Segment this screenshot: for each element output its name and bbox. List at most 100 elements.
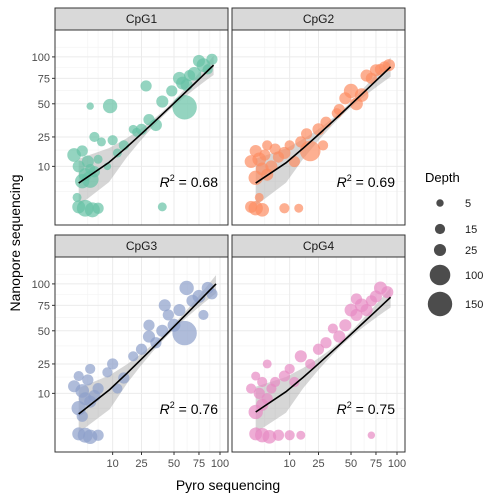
data-point <box>333 330 346 343</box>
panel-cpg1: CpG1 R2 = 0.68 <box>54 7 229 226</box>
data-point <box>262 359 272 369</box>
data-point <box>96 137 106 147</box>
legend-entry: 100 <box>429 264 483 286</box>
data-point <box>206 288 218 300</box>
x-axis-title: Pyro sequencing <box>176 477 280 493</box>
data-point <box>92 202 104 214</box>
legend-label: 5 <box>465 198 471 210</box>
data-point <box>249 427 263 441</box>
y-tick-label: 10 <box>38 388 50 400</box>
data-point <box>166 85 178 97</box>
r-squared-symbol: R <box>337 401 347 417</box>
data-point <box>156 324 169 337</box>
x-tick-label: 25 <box>135 458 147 470</box>
y-tick-label: 75 <box>38 73 50 85</box>
y-tick-label: 25 <box>38 132 50 144</box>
data-point <box>343 83 359 99</box>
data-point <box>173 303 186 317</box>
data-point <box>102 98 118 114</box>
panel-cpg4: CpG4 R2 = 0.75 <box>231 234 406 453</box>
r-squared-label: R2 = 0.68 <box>160 173 219 190</box>
strip-label: CpG2 <box>303 12 335 26</box>
data-point <box>296 430 306 440</box>
x-tick-label: 25 <box>312 458 324 470</box>
data-point <box>107 135 118 146</box>
axes-layer: 10 25 50 75 100 10 25 50 75 100 10 25 50 75 100 10 25 50 7… <box>32 52 407 470</box>
data-point <box>102 367 113 378</box>
data-point <box>257 376 268 388</box>
data-point <box>245 200 258 213</box>
data-point <box>259 149 271 161</box>
points <box>68 280 218 445</box>
y-tick-label: 50 <box>38 326 50 338</box>
data-point <box>73 370 84 382</box>
data-point <box>254 192 264 202</box>
data-point <box>93 154 103 164</box>
data-point <box>284 363 295 374</box>
r-squared-value: = 0.75 <box>352 401 395 417</box>
data-point <box>68 380 81 393</box>
r-squared-exponent: 2 <box>347 400 352 410</box>
y-tick-label: 50 <box>38 99 50 111</box>
data-point <box>249 144 262 158</box>
r-squared-symbol: R <box>160 401 170 417</box>
data-point <box>360 303 373 317</box>
legend-key <box>429 264 451 286</box>
data-point <box>367 431 376 439</box>
strip-label: CpG1 <box>126 12 158 26</box>
data-point <box>294 203 304 213</box>
data-point <box>72 427 86 441</box>
panel-cpg2: CpG2 R2 = 0.69 <box>231 7 406 226</box>
data-point <box>327 323 338 334</box>
data-point <box>270 376 281 388</box>
strip-background <box>231 7 406 31</box>
x-tick-label: 50 <box>168 458 180 470</box>
r-squared-label: R2 = 0.75 <box>337 400 396 417</box>
data-point <box>92 429 104 441</box>
panel-cpg3: CpG3 R2 = 0.76 <box>54 234 229 453</box>
data-point <box>76 410 88 422</box>
data-point <box>172 320 197 346</box>
data-point <box>150 337 162 349</box>
data-point <box>132 127 142 137</box>
data-point <box>284 430 295 441</box>
y-tick-label: 100 <box>32 52 50 64</box>
r-squared-symbol: R <box>160 174 170 190</box>
regression-line <box>78 283 217 415</box>
data-point <box>350 308 363 321</box>
data-point <box>143 319 155 331</box>
x-tick-label: 75 <box>193 458 205 470</box>
data-point <box>253 387 265 399</box>
y-tick-label: 25 <box>38 359 50 371</box>
regression-line <box>255 296 392 413</box>
data-point <box>107 358 119 370</box>
r-squared-label: R2 = 0.69 <box>337 173 396 190</box>
regression-line <box>78 64 215 184</box>
r-squared-exponent: 2 <box>170 173 175 183</box>
data-point <box>261 393 273 405</box>
legend: Depth 5 15 25 100 150 <box>425 170 483 317</box>
y-tick-label: 10 <box>38 161 50 173</box>
legend-entry: 15 <box>434 223 477 236</box>
data-point <box>381 286 394 299</box>
x-tick-label: 75 <box>370 458 382 470</box>
x-tick-label: 100 <box>388 458 406 470</box>
data-point <box>135 343 148 355</box>
data-point <box>265 160 278 173</box>
legend-entry: 150 <box>427 291 483 317</box>
data-point <box>172 95 197 120</box>
data-point <box>312 343 325 355</box>
x-tick-label: 50 <box>345 458 357 470</box>
data-point <box>339 319 352 332</box>
data-point <box>76 145 88 157</box>
data-point <box>305 358 316 370</box>
strip-label: CpG4 <box>303 239 335 253</box>
legend-title: Depth <box>425 170 460 185</box>
data-point <box>202 64 213 75</box>
data-point <box>262 430 277 444</box>
points <box>67 53 218 218</box>
legend-key <box>434 223 446 235</box>
data-point <box>112 148 122 158</box>
